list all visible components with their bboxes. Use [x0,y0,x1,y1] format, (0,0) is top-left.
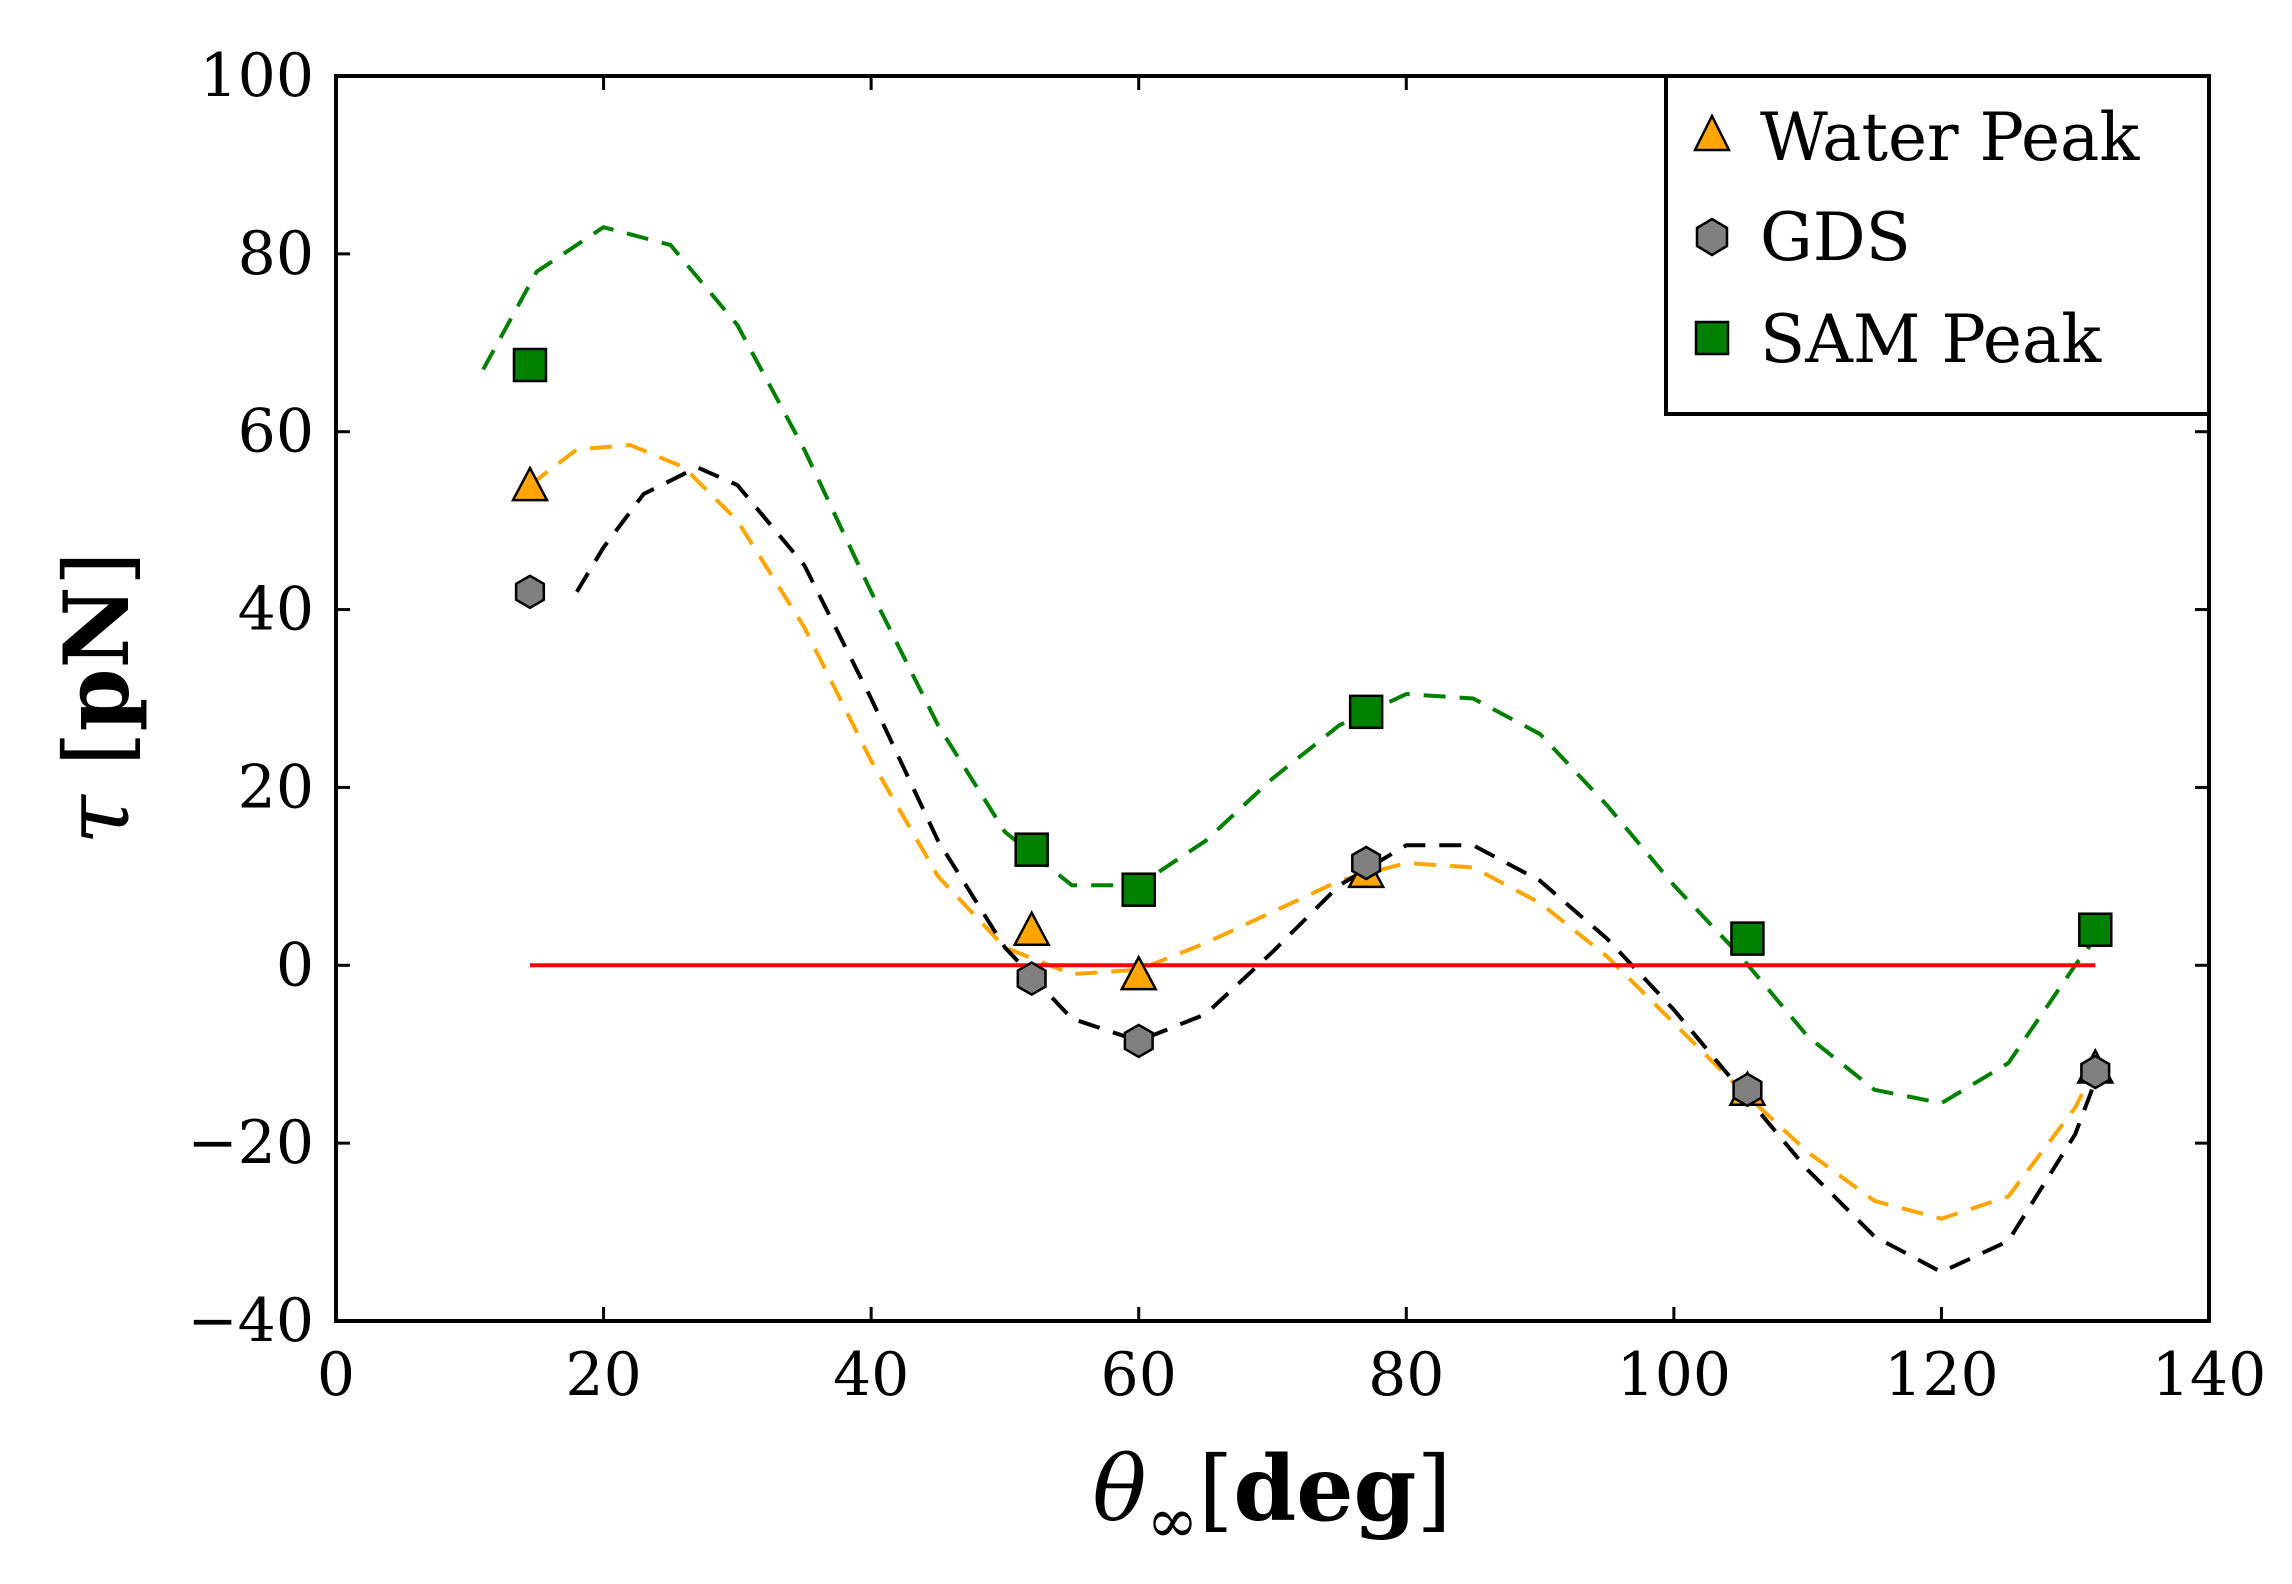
plot-area-frame [334,74,2211,1323]
triangle-marker-0-2 [1119,954,1158,991]
x-axis-label: θ∞[deg] [1092,1436,1451,1557]
square-marker-2-5 [2078,912,2113,947]
hexagon-marker-1-0 [514,574,546,610]
x-tick-label-6: 120 [1884,1340,1999,1410]
legend-triangle-icon [1692,113,1732,152]
square-marker-2-0 [512,347,548,383]
x-axis-unit: deg [1233,1436,1416,1542]
fit-curves-layer [481,225,2104,1275]
y-tick-label-4: 40 [238,575,314,645]
hexagon-marker-1-4 [1732,1072,1763,1108]
hexagon-marker-1-2 [1123,1023,1154,1059]
legend-box [1664,74,2211,416]
triangle-marker-0-1 [1012,910,1051,946]
square-marker-2-3 [1348,694,1384,730]
x-tick-label-3: 60 [1101,1340,1177,1410]
y-tick-label-3: 20 [238,752,314,822]
x-ticks-layer: 0 20 40 60 80 100 120 140 [317,76,2266,1410]
x-tick-label-1: 20 [565,1340,641,1410]
y-tick-label-6: 80 [238,219,314,289]
legend: Water Peak GDS SAM Peak [1664,74,2211,416]
square-marker-2-1 [1014,832,1049,867]
hexagon-marker-1-5 [2080,1054,2111,1090]
x-tick-label-4: 80 [1368,1340,1444,1410]
legend-entry-sam-peak: SAM Peak [1694,301,2102,378]
legend-hexagon-icon [1695,217,1729,257]
square-marker-2-4 [1730,921,1765,956]
y-axis-label: τ [pN] [44,551,150,845]
x-axis-subscript: ∞ [1147,1484,1199,1557]
square-marker-2-2 [1121,872,1156,907]
y-axis-unit: pN [44,586,150,731]
x-tick-label-0: 0 [317,1340,355,1410]
legend-entry-gds: GDS [1695,199,1911,276]
hexagon-marker-1-1 [1016,961,1047,997]
x-tick-label-5: 100 [1617,1340,1732,1410]
y-tick-label-7: 100 [199,41,314,111]
y-tick-label-1: −20 [187,1108,314,1178]
triangle-marker-0-0 [510,465,550,502]
y-ticks-layer: −40 −20 0 20 40 60 80 100 [187,41,2209,1356]
y-tick-label-2: 0 [276,930,314,1000]
y-tick-label-5: 60 [238,397,314,467]
hexagon-marker-1-3 [1351,845,1382,881]
legend-label-sam-peak: SAM Peak [1760,301,2102,378]
x-tick-label-2: 40 [833,1340,909,1410]
fit-curve-1 [528,443,2104,1221]
x-tick-label-7: 140 [2152,1340,2267,1410]
fit-curve-2 [575,465,2104,1275]
y-axis-symbol: τ [45,794,150,845]
legend-label-gds: GDS [1760,199,1911,276]
fit-curve-0 [481,225,2104,1106]
legend-entry-water-peak: Water Peak [1692,99,2140,176]
legend-square-icon [1694,320,1730,356]
x-axis-symbol: θ [1092,1437,1146,1542]
legend-label-water-peak: Water Peak [1760,99,2140,176]
y-tick-label-0: −40 [187,1286,314,1356]
markers-layer [510,347,2115,1108]
